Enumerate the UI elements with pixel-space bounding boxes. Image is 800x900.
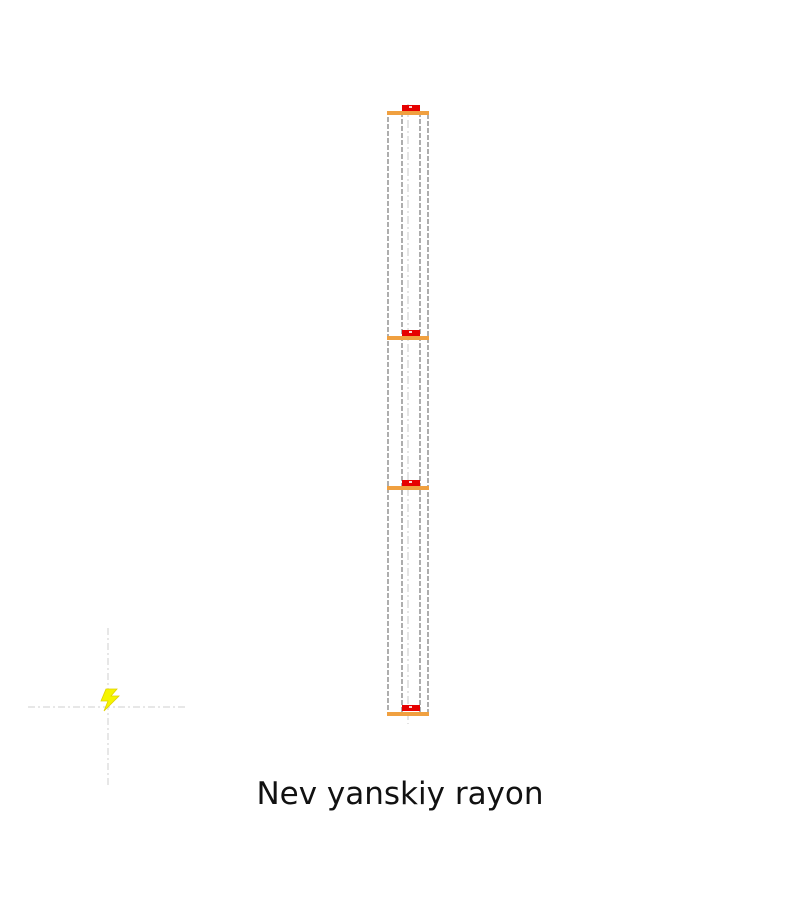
level-4 bbox=[387, 705, 429, 716]
level-3 bbox=[387, 480, 429, 490]
diagram-title: Nev yanskiy rayon bbox=[256, 776, 544, 812]
column-structure bbox=[387, 104, 429, 724]
level-bar bbox=[387, 486, 429, 490]
level-bar bbox=[387, 712, 429, 716]
level-2 bbox=[387, 330, 429, 340]
level-marker-highlight bbox=[409, 481, 412, 483]
level-bar bbox=[387, 336, 429, 340]
level-marker-highlight bbox=[409, 106, 412, 108]
level-marker-highlight bbox=[409, 331, 412, 333]
level-1 bbox=[387, 105, 429, 115]
crosshair bbox=[28, 628, 188, 788]
level-bar bbox=[387, 111, 429, 115]
lightning-bolt-icon bbox=[100, 688, 120, 712]
level-marker-highlight bbox=[409, 706, 412, 708]
